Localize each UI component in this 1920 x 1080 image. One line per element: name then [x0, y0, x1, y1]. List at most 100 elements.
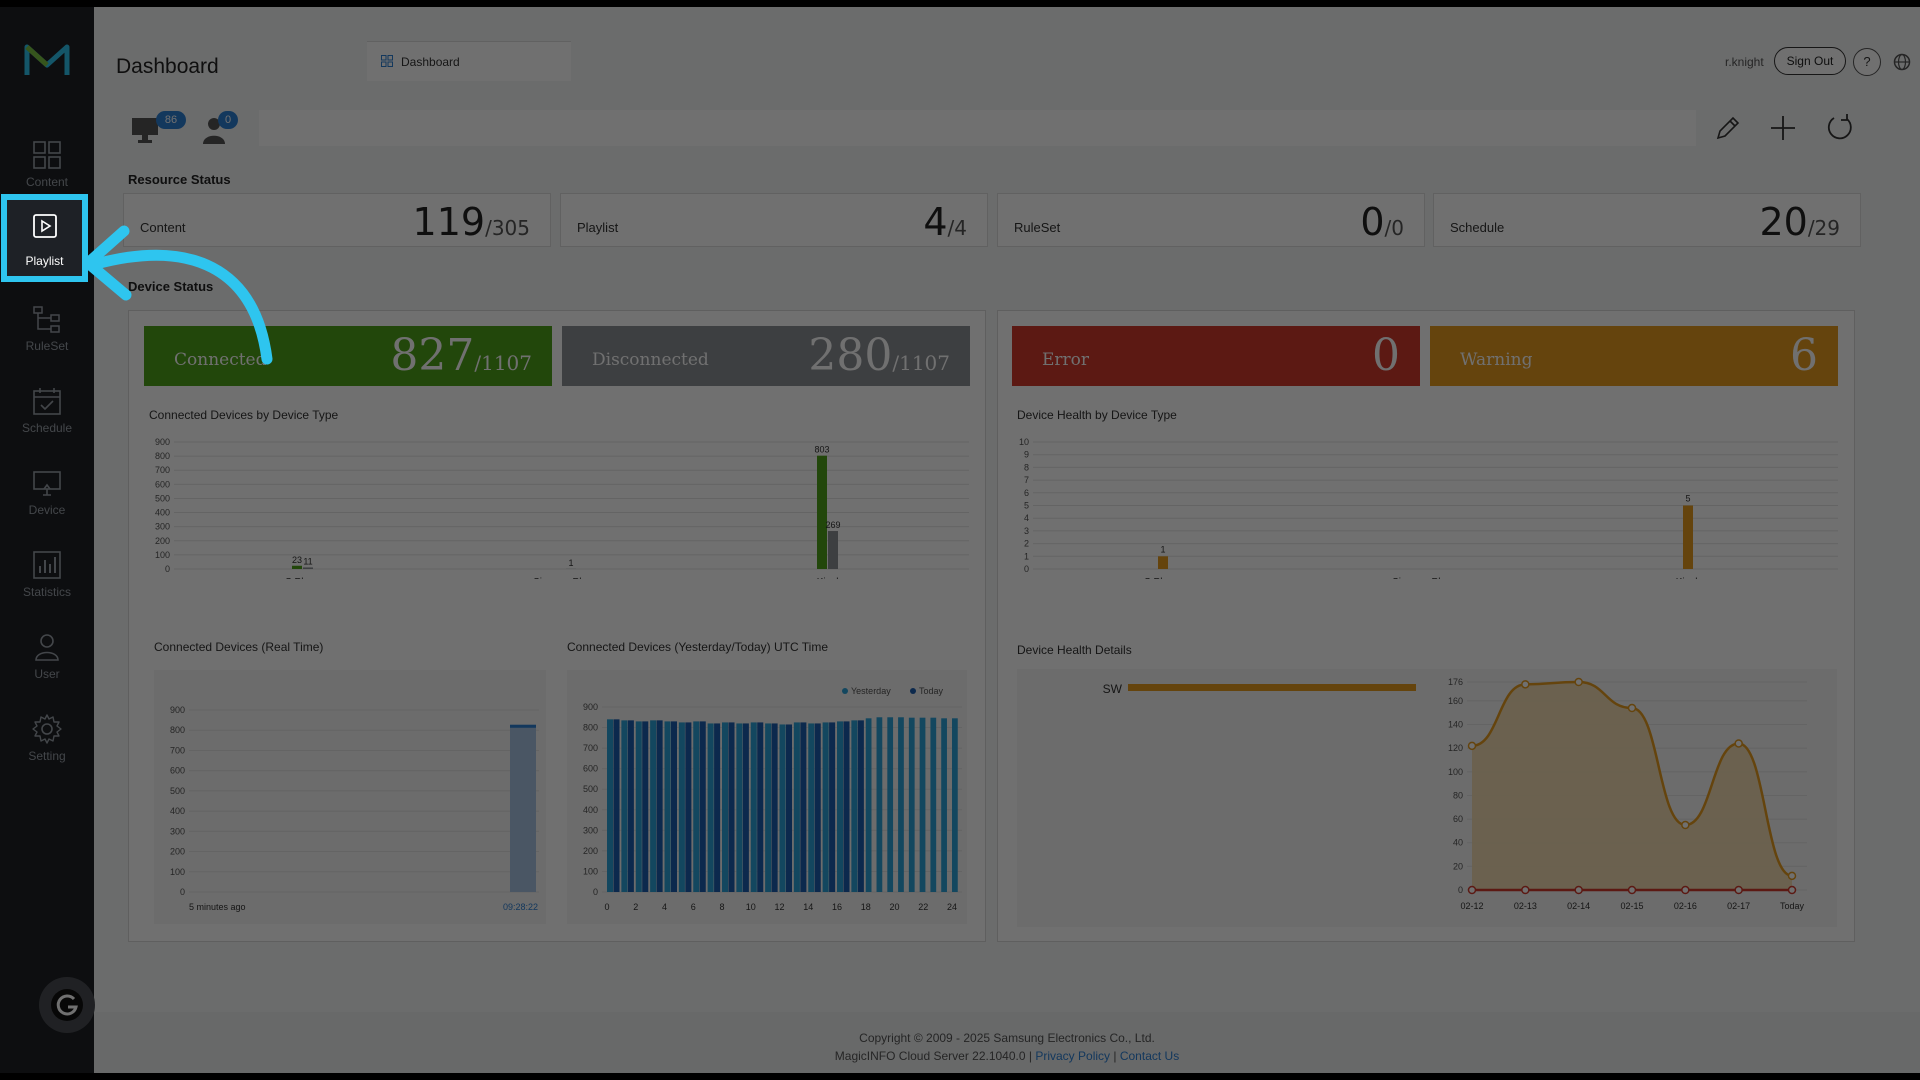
highlighted-playlist-item[interactable]: Playlist — [1, 194, 88, 282]
server-version: MagicINFO Cloud Server 22.1040.0 | — [834, 1049, 1032, 1063]
y-tick-label: 900 — [155, 437, 170, 447]
resource-card-value: 119/305 — [412, 200, 530, 244]
sidebar-item-label: Setting — [28, 749, 66, 763]
resource-card-schedule[interactable]: Schedule 20/29 — [1433, 193, 1861, 247]
bar — [750, 722, 757, 892]
sidebar-item-ruleset[interactable]: RuleSet — [0, 293, 94, 375]
bar — [642, 721, 649, 892]
y-tick-label: 5 — [1024, 501, 1029, 511]
y-tick-label: 160 — [1448, 696, 1463, 706]
bar — [837, 721, 844, 892]
y-tick-label: 800 — [155, 451, 170, 461]
filter-bar[interactable] — [259, 110, 1696, 146]
resource-card-playlist[interactable]: Playlist 4/4 — [560, 193, 988, 247]
y-tick-label: 800 — [170, 725, 185, 735]
data-label: 5 — [1685, 494, 1690, 504]
resource-card-content[interactable]: Content 119/305 — [123, 193, 551, 247]
globe-icon[interactable] — [1893, 53, 1911, 71]
y-tick-label: 300 — [170, 826, 185, 836]
y-tick-label: 80 — [1453, 790, 1463, 800]
bar — [930, 717, 937, 892]
chart-title: Connected Devices (Real Time) — [154, 640, 324, 654]
footer: Copyright © 2009 - 2025 Samsung Electron… — [94, 1012, 1920, 1073]
bar — [303, 567, 313, 569]
resource-card-ruleset[interactable]: RuleSet 0/0 — [997, 193, 1425, 247]
grammarly-icon[interactable] — [39, 977, 95, 1033]
sidebar-item-label: Schedule — [21, 421, 73, 435]
y-tick-label: 200 — [170, 847, 185, 857]
y-tick-label: 900 — [170, 705, 185, 715]
y-tick-label: 6 — [1024, 488, 1029, 498]
grid-icon — [381, 55, 393, 67]
chart-title: Device Health Details — [1017, 643, 1132, 657]
play-icon — [33, 214, 57, 238]
bar — [829, 722, 836, 892]
bar — [1128, 684, 1416, 691]
connected-box[interactable]: Connected 827/1107 — [144, 326, 552, 386]
y-tick-label: 60 — [1453, 814, 1463, 824]
daily-chart-area: 0 100 200 300 400 500 600 700 800 900 Yesterday Tod… — [567, 670, 967, 924]
x-tick-label: 4 — [662, 902, 667, 912]
magicinfo-logo[interactable] — [23, 41, 71, 81]
resource-card-value: 20/29 — [1759, 200, 1840, 244]
tab-label: Dashboard — [401, 55, 460, 69]
data-point — [1627, 885, 1637, 895]
refresh-icon[interactable] — [1825, 113, 1855, 143]
contact-us-link[interactable]: Contact Us — [1119, 1049, 1180, 1063]
error-box[interactable]: Error 0 — [1012, 326, 1420, 386]
warning-box[interactable]: Warning 6 — [1430, 326, 1838, 386]
privacy-policy-link[interactable]: Privacy Policy — [1035, 1049, 1111, 1063]
resource-card-value: 4/4 — [923, 200, 967, 244]
y-tick-label: 1 — [1024, 551, 1029, 561]
category-label: Kiosk — [817, 577, 842, 579]
y-tick-label: 2 — [1024, 539, 1029, 549]
sign-out-button[interactable]: Sign Out — [1774, 47, 1846, 75]
y-tick-label: 500 — [583, 784, 598, 794]
connection-panel: Connected 827/1107 Disconnected 280/1107… — [128, 310, 986, 942]
x-tick-label: 20 — [889, 902, 899, 912]
sidebar-item-setting[interactable]: Setting — [0, 703, 94, 785]
bar — [650, 720, 657, 892]
bar — [843, 721, 850, 892]
sidebar-item-label: User — [34, 667, 60, 681]
disconnected-box[interactable]: Disconnected 280/1107 — [562, 326, 970, 386]
y-tick-label: 3 — [1024, 526, 1029, 536]
sidebar-item-statistics[interactable]: Statistics — [0, 539, 94, 621]
bar — [822, 722, 829, 892]
sidebar-item-device[interactable]: Device — [0, 457, 94, 539]
chart-title: Connected Devices by Device Type — [149, 408, 339, 422]
app-window: Content Playlist RuleSet Schedule Device Stat… — [0, 7, 1920, 1073]
y-tick-label: 400 — [170, 806, 185, 816]
help-button[interactable]: ? — [1853, 48, 1881, 76]
error-value: 0 — [1372, 330, 1400, 381]
data-label: 11 — [303, 556, 312, 566]
sidebar: Content Playlist RuleSet Schedule Device Stat… — [0, 7, 95, 1073]
category-label: Signage Player — [1392, 577, 1460, 579]
legend-dot — [910, 688, 916, 694]
x-tick-label: 02-15 — [1620, 901, 1643, 911]
sidebar-item-schedule[interactable]: Schedule — [0, 375, 94, 457]
bar — [613, 719, 620, 892]
sidebar-item-user[interactable]: User — [0, 621, 94, 703]
plus-icon[interactable] — [1768, 113, 1798, 143]
resource-card-value: 0/0 — [1360, 200, 1404, 244]
y-tick-label: 400 — [583, 805, 598, 815]
device-count-badge: 86 — [156, 111, 186, 129]
warning-label: Warning — [1460, 350, 1533, 370]
legend-label: Today — [919, 686, 944, 696]
tab-dashboard[interactable]: Dashboard — [367, 41, 571, 81]
health-details-area: SW 0 20 40 60 80 100 120 140 160 176 02-12 02-13 02-1… — [1017, 669, 1837, 927]
pencil-icon[interactable] — [1713, 113, 1743, 143]
x-tick-label: 02-13 — [1514, 901, 1537, 911]
chart-title: Device Health by Device Type — [1017, 408, 1177, 422]
bar — [670, 721, 678, 892]
x-end-label: 09:28:22 — [503, 902, 538, 912]
y-tick-label: 600 — [583, 764, 598, 774]
x-tick-label: 02-12 — [1460, 901, 1483, 911]
bar — [828, 531, 838, 569]
realtime-chart: 0 100 200 300 400 500 600 700 800 900 5 minutes ag… — [170, 705, 539, 912]
bar — [707, 723, 714, 892]
category-label: S Player — [1144, 577, 1182, 579]
bar — [851, 720, 858, 892]
